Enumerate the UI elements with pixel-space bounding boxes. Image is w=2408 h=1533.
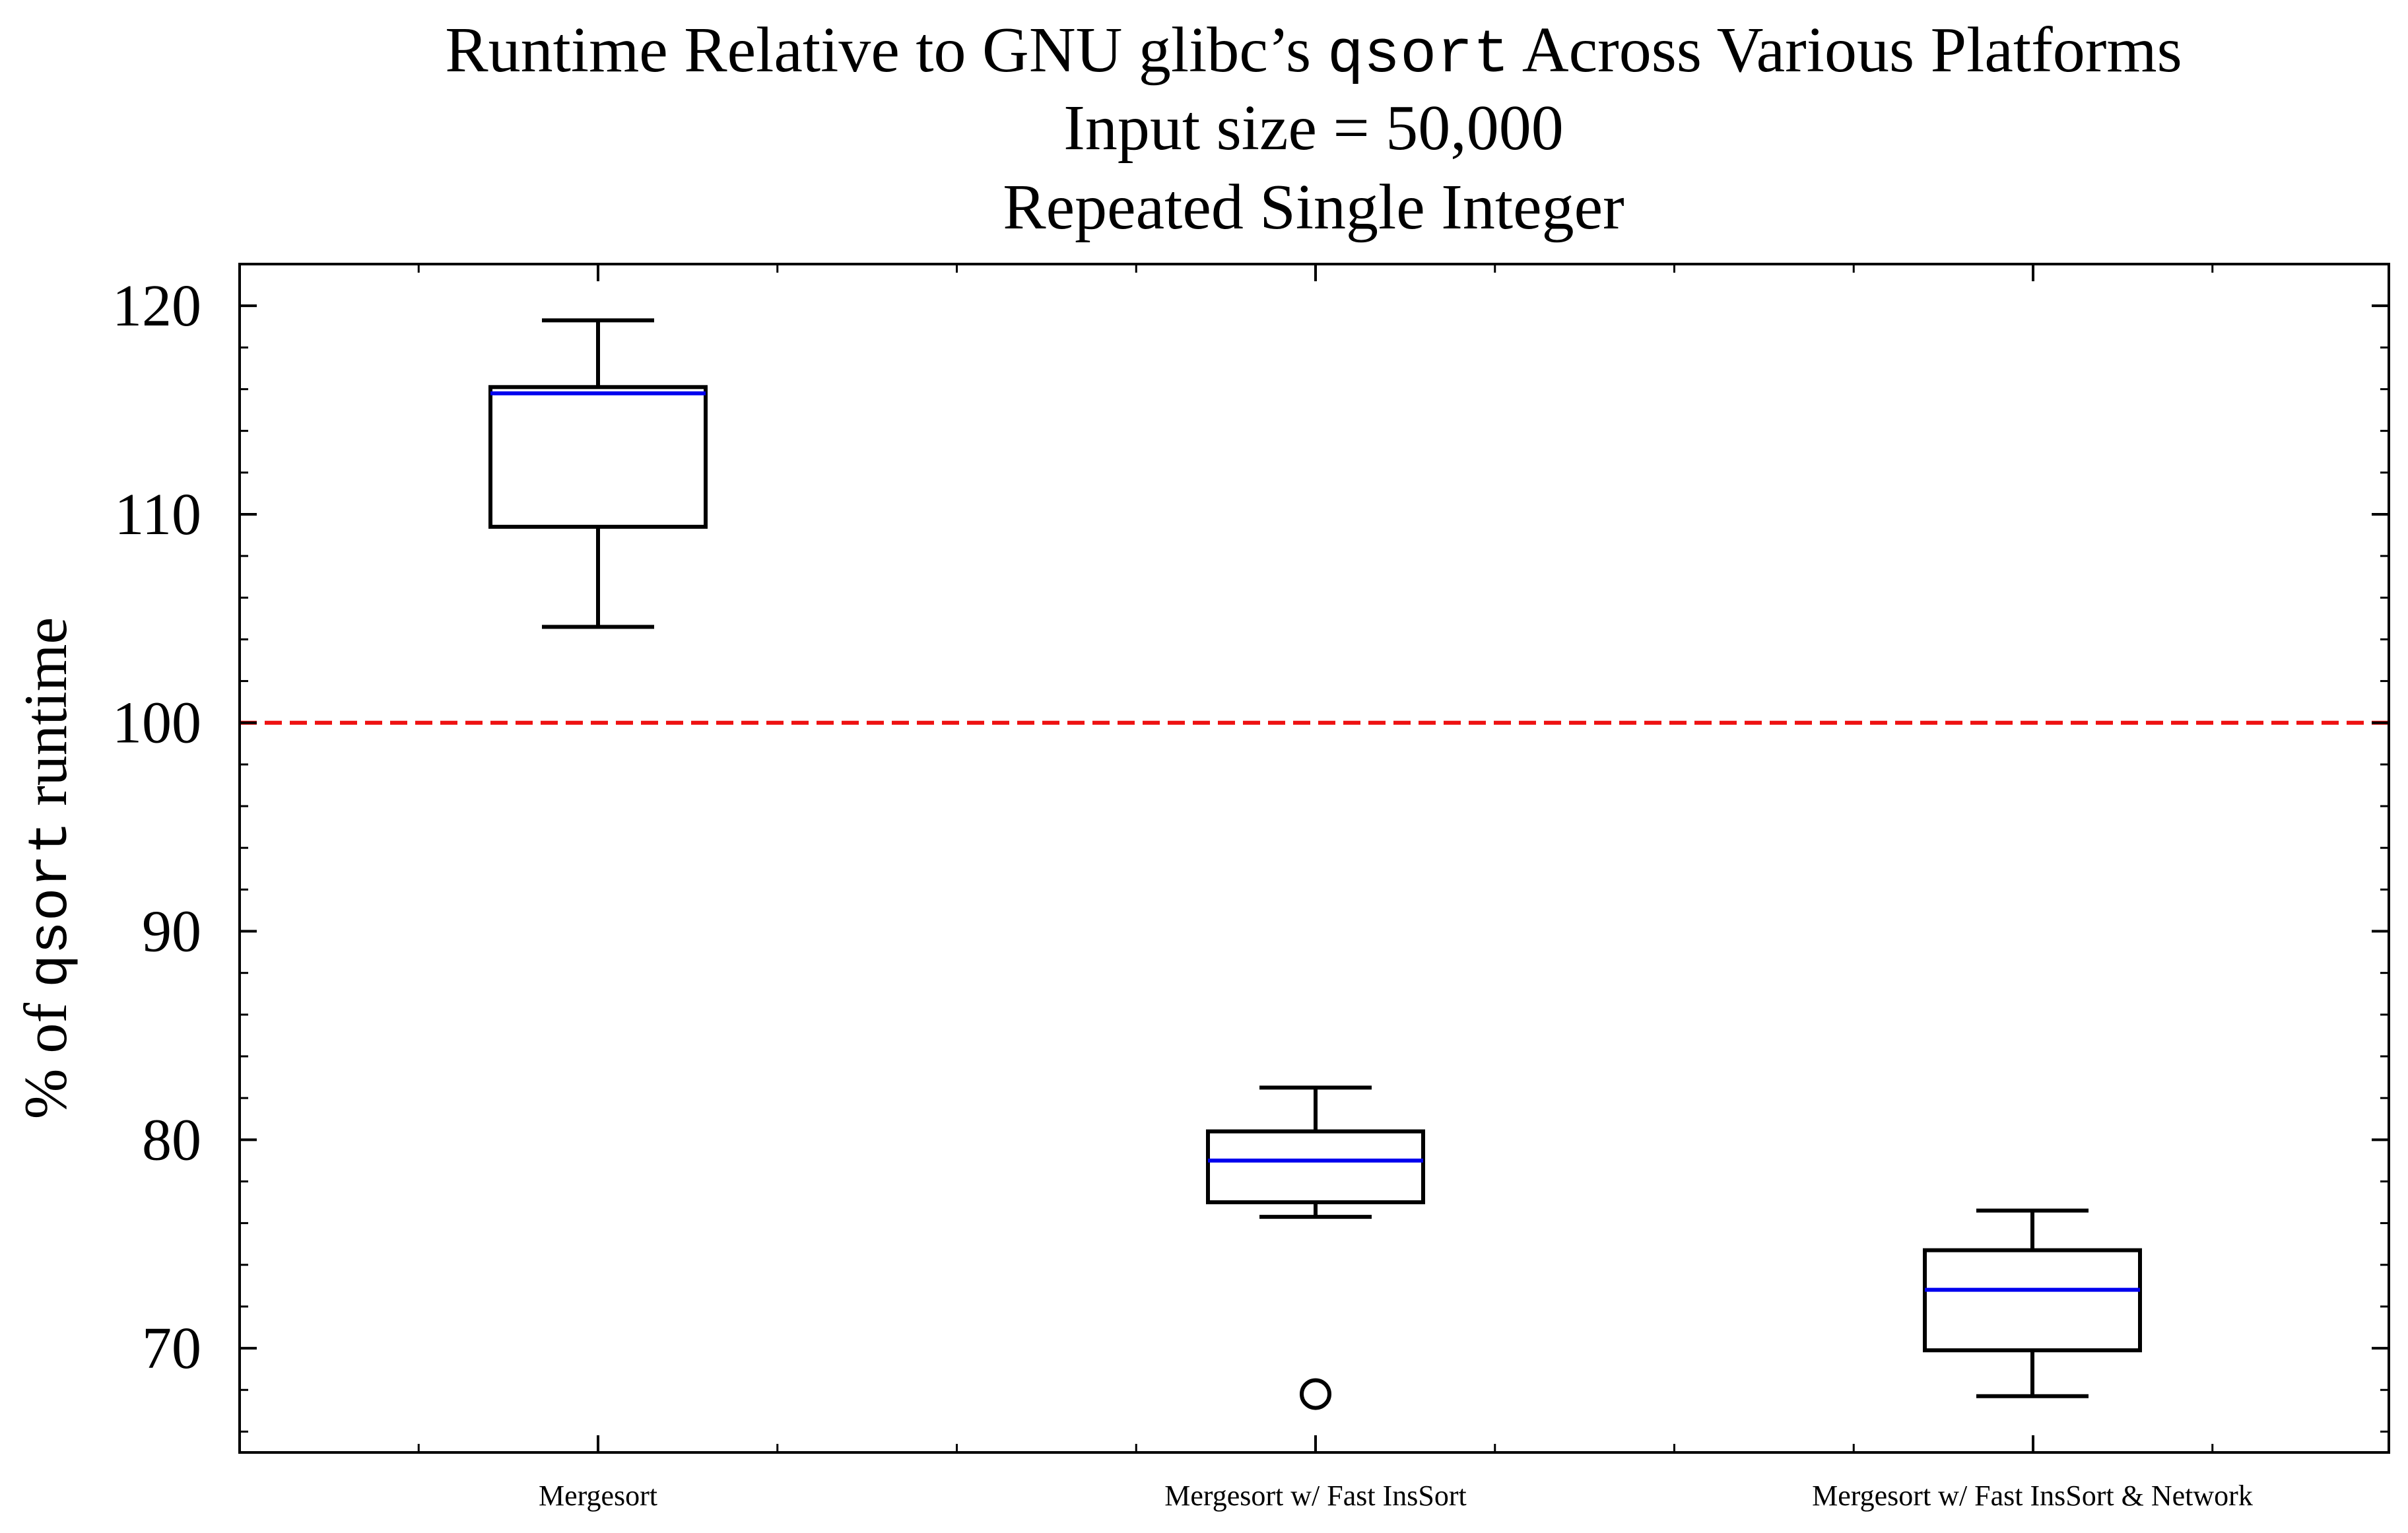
y-tick-label: 90	[142, 899, 201, 965]
iqr-box	[488, 385, 708, 529]
ticks-layer	[240, 263, 2389, 1452]
x-tick-label: Mergesort w/ Fast InsSort	[1164, 1480, 1467, 1512]
title-line-1: Runtime Relative to GNU glibc’s qsort Ac…	[445, 15, 2182, 90]
boxes-layer	[488, 318, 2142, 1410]
box-2	[1206, 1085, 1425, 1410]
y-tick-label: 120	[112, 273, 201, 339]
chart-title: Runtime Relative to GNU glibc’s qsort Ac…	[445, 15, 2182, 243]
y-tick-labels: 70 80 90 100 110 120	[112, 273, 201, 1381]
y-tick-label: 70	[142, 1316, 201, 1381]
outlier-point	[1300, 1378, 1331, 1410]
x-tick-label: Mergesort w/ Fast InsSort & Network	[1812, 1480, 2253, 1512]
plot-frame	[238, 263, 2390, 1454]
y-tick-label: 110	[114, 482, 201, 547]
title-line-3: Repeated Single Integer	[1003, 172, 1624, 243]
x-tick-label: Mergesort	[539, 1480, 657, 1512]
box-3	[1923, 1208, 2142, 1398]
y-tick-label: 100	[112, 691, 201, 756]
x-tick-labels: Mergesort Mergesort w/ Fast InsSort Merges…	[539, 1480, 2253, 1512]
y-tick-label: 80	[142, 1107, 201, 1173]
iqr-box	[1923, 1248, 2142, 1353]
title-line-2: Input size = 50,000	[1063, 92, 1564, 164]
y-axis-label: % of qsort runtime	[12, 617, 83, 1119]
iqr-box	[1206, 1129, 1425, 1205]
box-1	[488, 318, 708, 629]
